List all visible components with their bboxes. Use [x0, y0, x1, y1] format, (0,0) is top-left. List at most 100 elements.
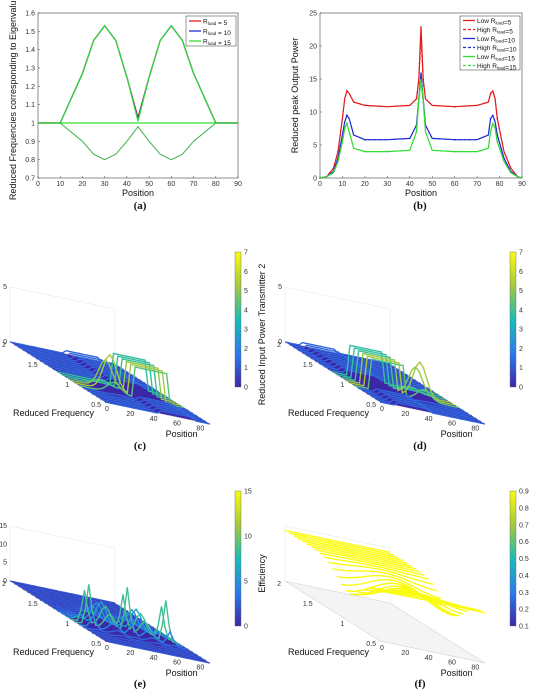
z-tick-label: 0: [278, 339, 282, 346]
legend-entry: Low Rload=5: [477, 18, 512, 27]
legend-entry: High Rload=10: [477, 45, 517, 54]
x-tick-label: 80: [196, 426, 204, 433]
surface-strip: [14, 344, 120, 368]
x-tick-label: 0: [380, 406, 384, 413]
chart-b: 0 10 20 30 40 50 60 70 80 90 0 5 10 15 20 25 Position Red…: [290, 11, 526, 199]
x-tick-label: 0: [318, 181, 322, 188]
surface-strip: [323, 556, 430, 580]
surface-strip: [289, 532, 395, 556]
y-tick-label: 0.5: [366, 641, 376, 648]
x-axis-label: Position: [405, 188, 437, 198]
x-tick-label: 60: [173, 660, 181, 667]
surface-strip: [87, 390, 193, 414]
colorbar-tick-label: 0.4: [519, 573, 529, 580]
surface-strip: [328, 561, 434, 585]
x-tick-label: 20: [361, 181, 369, 188]
y-tick-label: 0.5: [91, 402, 101, 409]
colorbar: [509, 251, 517, 388]
caption-f: (f): [415, 678, 426, 690]
surface-strip: [27, 591, 133, 615]
colorbar-tick-label: 5: [519, 288, 523, 295]
x-tick-label: 80: [212, 181, 220, 188]
x-tick-label: 0: [380, 645, 384, 652]
x-tick-label: 0: [105, 645, 109, 652]
x-tick-label: 60: [451, 181, 459, 188]
x-tick-label: 10: [339, 181, 347, 188]
surface-strip: [379, 401, 486, 425]
x-tick-label: 30: [383, 181, 391, 188]
y-tick-label: 2: [2, 581, 6, 588]
z-tick-label: 10: [0, 541, 7, 548]
legend-entry: High Rload=15: [477, 63, 517, 72]
colorbar-tick-label: 0.3: [519, 590, 529, 597]
series-line: [319, 82, 523, 179]
legend-entry: Rload = 5: [203, 18, 228, 27]
surface-strip: [310, 546, 417, 570]
x-tick-label: 20: [401, 650, 409, 657]
x-tick-label: 50: [145, 181, 153, 188]
x-tick-label: 0: [105, 406, 109, 413]
surface-strip: [83, 387, 189, 412]
colorbar-tick-label: 10: [244, 534, 252, 541]
surface-strip: [9, 580, 116, 604]
y-tick-label: 1.5: [303, 601, 313, 608]
surface-strip: [61, 355, 167, 398]
x-tick-label: 40: [150, 655, 158, 662]
surface-strip: [78, 613, 185, 648]
y-axis-label: Reduced Frequency: [13, 408, 95, 418]
x-tick-label: 50: [428, 181, 436, 188]
y-tick-label: 15: [309, 77, 317, 84]
x-tick-label: 90: [518, 181, 526, 188]
surface-strip: [100, 398, 206, 422]
x-tick-label: 20: [126, 411, 134, 418]
z-tick-label: 5: [3, 560, 7, 567]
surface-strip: [48, 365, 155, 390]
surface-strip: [31, 354, 137, 379]
y-tick-label: 1.6: [25, 11, 35, 18]
x-tick-label: 80: [471, 665, 479, 672]
y-tick-label: 1.5: [28, 601, 38, 608]
surface-strip: [35, 357, 142, 382]
colorbar-tick-label: 2: [519, 346, 523, 353]
x-tick-label: 0: [36, 181, 40, 188]
x-tick-label: 30: [101, 181, 109, 188]
colorbar-tick-label: 5: [244, 288, 248, 295]
x-axis-label: Position: [441, 429, 473, 439]
y-tick-label: 5: [313, 143, 317, 150]
y-tick-label: 1.5: [25, 29, 35, 36]
legend-entry: Low Rload=10: [477, 36, 515, 45]
surface-strip: [40, 360, 146, 384]
surface-strip: [91, 393, 198, 417]
y-tick-label: 0: [313, 176, 317, 183]
colorbar-tick-label: 1: [244, 365, 248, 372]
y-tick-label: 0.7: [25, 176, 35, 183]
y-tick-label: 1: [340, 621, 344, 628]
colorbar-tick-label: 4: [244, 307, 248, 314]
x-axis-label: Position: [166, 429, 198, 439]
surface-strip: [65, 358, 172, 401]
surface-strip: [104, 401, 211, 425]
x-tick-label: 60: [448, 660, 456, 667]
z-tick-label: 0: [3, 578, 7, 585]
x-tick-label: 10: [56, 181, 64, 188]
y-axis-label: Reduced Frequency: [288, 647, 370, 657]
surface-strip: [18, 585, 124, 610]
x-tick-label: 80: [471, 426, 479, 433]
surface-strip: [27, 352, 133, 376]
colorbar-tick-label: 0.7: [519, 522, 529, 529]
series-marker: [496, 140, 499, 143]
y-tick-label: 1.2: [25, 84, 35, 91]
legend-entry: Rload = 10: [203, 28, 231, 37]
legend-entry: High Rload=5: [477, 27, 513, 36]
surface-strip: [87, 629, 193, 653]
surface-strip: [91, 632, 198, 656]
y-axis-label: Reduced Frequency: [13, 647, 95, 657]
y-tick-label: 1: [31, 121, 35, 128]
colorbar-tick-label: 0: [244, 385, 248, 392]
surface-strip: [293, 535, 399, 559]
x-tick-label: 20: [126, 650, 134, 657]
y-tick-label: 1.4: [25, 47, 35, 54]
back-wall: [284, 525, 391, 604]
